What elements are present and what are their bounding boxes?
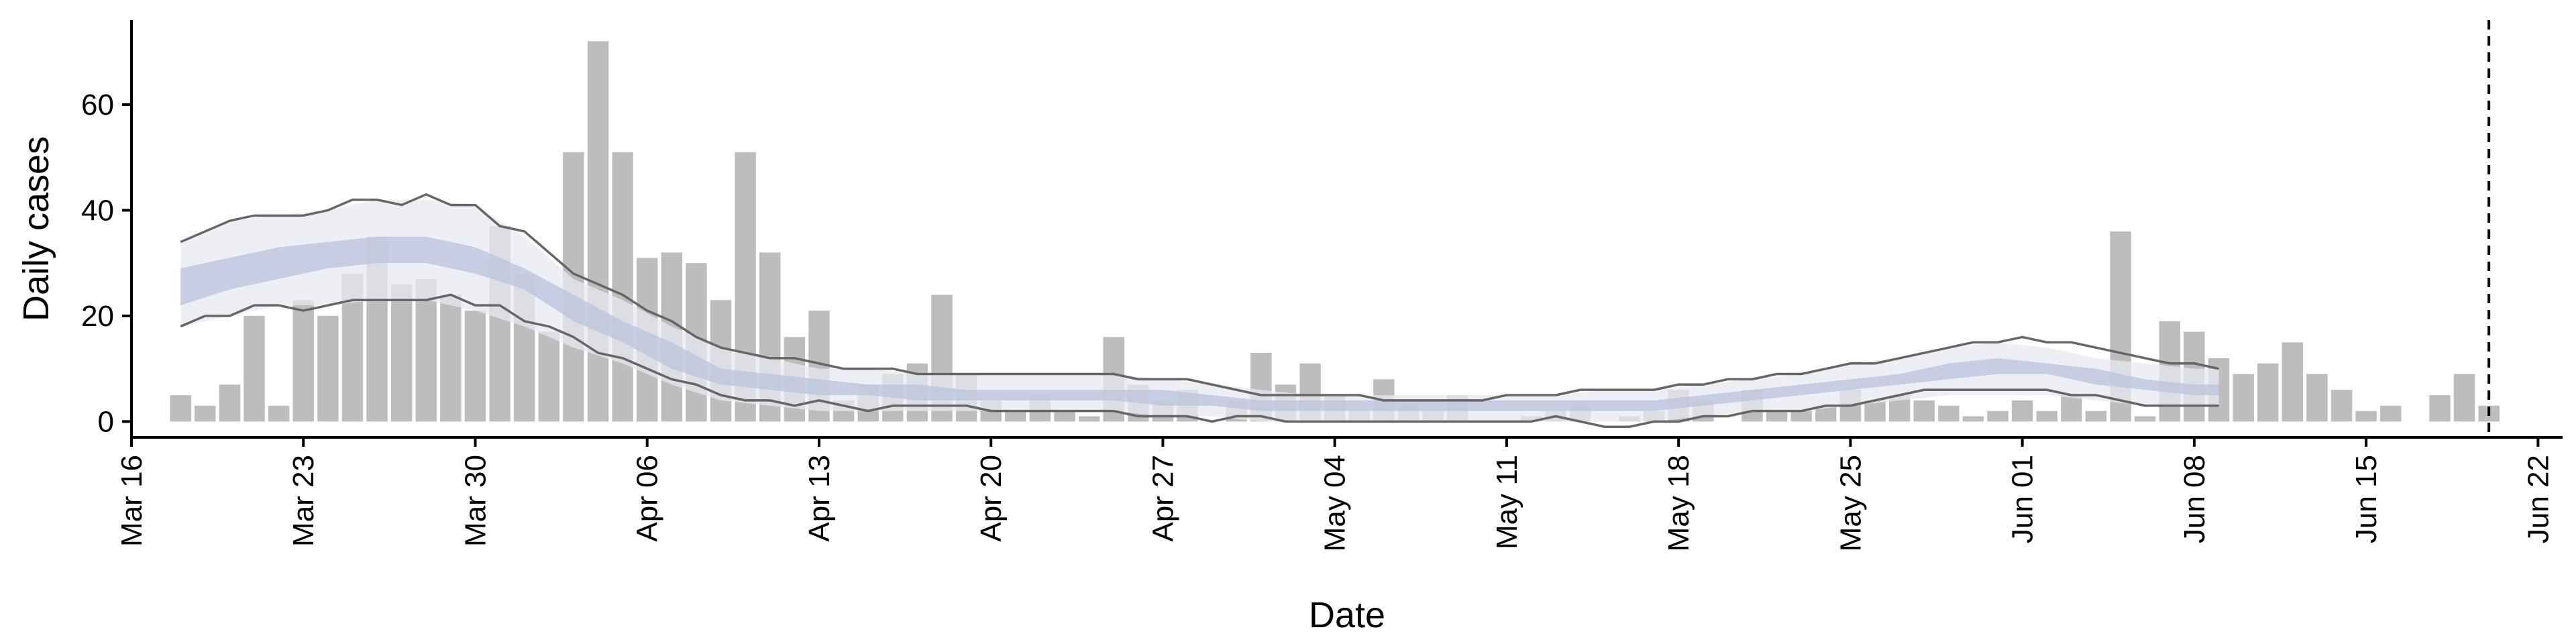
case-bar <box>415 278 437 422</box>
x-tick-label: Mar 30 <box>459 455 492 547</box>
inner-interval-band <box>180 236 2219 411</box>
y-tick-label: 20 <box>81 300 114 333</box>
case-bar <box>2134 416 2156 422</box>
case-bar <box>1078 416 1100 422</box>
case-bar <box>1913 400 1935 422</box>
case-bar <box>612 152 633 422</box>
x-tick-label: Mar 16 <box>115 455 148 547</box>
case-bar <box>1815 405 1837 422</box>
case-bar <box>2282 342 2304 422</box>
case-bar <box>390 284 413 422</box>
case-bar <box>1766 411 1788 422</box>
case-bar <box>538 331 560 422</box>
axes: 0 20 40 60 Mar 16 Mar 23 Mar 30 Apr 06 Apr 13 Apr… <box>81 20 2563 551</box>
x-tick-label: Jun 15 <box>2350 455 2383 543</box>
case-bar <box>464 311 486 422</box>
case-bar <box>1864 400 1886 422</box>
x-tick-label: Apr 13 <box>803 455 836 542</box>
x-tick-label: Jun 01 <box>2006 455 2039 543</box>
x-tick-label: Jun 08 <box>2178 455 2211 543</box>
x-tick-label: Mar 23 <box>287 455 320 547</box>
x-tick-label: Apr 20 <box>975 455 1008 542</box>
case-bar <box>2453 374 2475 422</box>
case-bar <box>2011 400 2033 422</box>
y-tick-label: 40 <box>81 194 114 227</box>
case-bar <box>2380 405 2402 422</box>
lower-bound-line <box>180 293 2219 428</box>
x-tick-label: May 18 <box>1662 455 1695 551</box>
case-bar <box>2429 395 2451 422</box>
x-tick-label: Apr 27 <box>1146 455 1179 542</box>
case-bar <box>170 395 191 422</box>
case-bar <box>2085 411 2107 422</box>
x-tick-label: Jun 22 <box>2522 455 2555 543</box>
case-bar <box>292 300 314 422</box>
case-bar <box>2330 390 2353 422</box>
case-bar <box>1962 416 1984 422</box>
case-bar <box>2233 374 2254 422</box>
plot-area <box>170 20 2500 437</box>
case-bar <box>2036 411 2058 422</box>
case-bar <box>1790 411 1812 422</box>
y-tick-label: 60 <box>81 89 114 121</box>
x-axis-title: Date <box>1309 595 1385 635</box>
x-tick-label: May 11 <box>1491 455 1523 549</box>
case-bar <box>195 405 216 422</box>
case-bar <box>440 294 462 422</box>
case-bar <box>587 41 609 422</box>
x-tick-label: Apr 06 <box>631 455 664 542</box>
case-bar <box>2355 411 2377 422</box>
case-bar <box>244 315 265 422</box>
case-bar <box>268 405 290 422</box>
case-bar <box>1005 411 1026 422</box>
y-axis-title: Daily cases <box>16 136 56 321</box>
x-tick-label: May 04 <box>1319 455 1352 551</box>
case-bar <box>317 315 339 422</box>
case-bar <box>1987 411 2008 422</box>
outer-interval-band <box>180 199 2219 422</box>
case-bar <box>2257 363 2279 422</box>
case-bar <box>1054 411 1075 422</box>
case-bar <box>2306 374 2328 422</box>
case-bar <box>2061 395 2082 422</box>
y-tick-label: 0 <box>98 405 114 438</box>
case-bar <box>1938 405 1960 422</box>
case-bar <box>219 384 241 422</box>
upper-bound-line <box>180 193 2219 402</box>
x-tick-label: May 25 <box>1834 455 1867 551</box>
